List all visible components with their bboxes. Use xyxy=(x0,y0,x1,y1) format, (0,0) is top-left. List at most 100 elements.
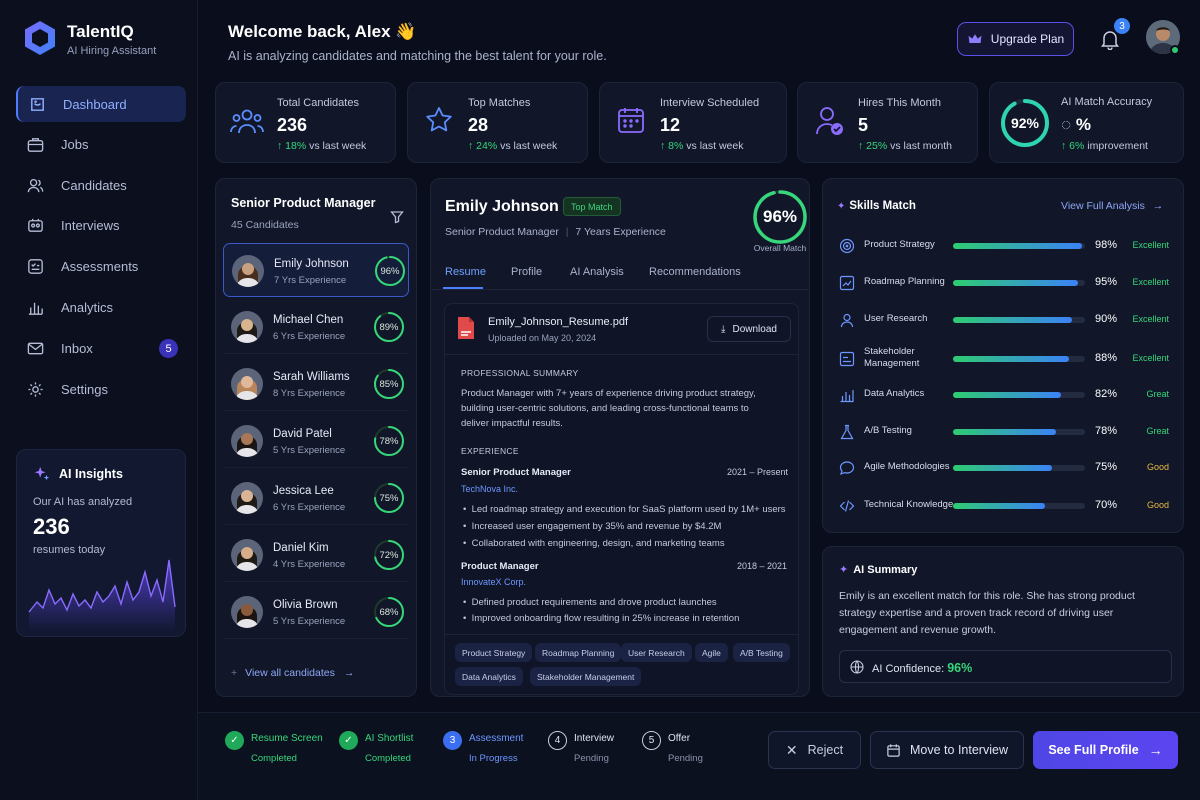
skill-rating: Great xyxy=(1146,389,1169,399)
stat-delta: ↑ 18% vs last week xyxy=(277,140,366,152)
tab-ai-analysis[interactable]: AI Analysis xyxy=(570,266,624,278)
candidate-row[interactable]: Emily Johnson 7 Yrs Experience 96% xyxy=(223,243,409,297)
nav-label: Assessments xyxy=(61,258,139,274)
tab-resume[interactable]: Resume xyxy=(445,266,486,278)
overall-match-label: Overall Match xyxy=(753,243,807,253)
view-full-analysis-label: View Full Analysis xyxy=(1061,200,1145,212)
view-all-label: View all candidates xyxy=(245,667,335,679)
skill-bar-fill xyxy=(953,356,1070,362)
delta-period: improvement xyxy=(1087,140,1148,152)
stat-card-accuracy: 92% AI Match Accuracy ◌ % ↑ 6% improveme… xyxy=(989,82,1184,163)
brand-tagline: AI Hiring Assistant xyxy=(67,45,157,57)
skill-bar-fill xyxy=(953,280,1079,286)
job-2-bullet: • Improved onboarding flow resulting in … xyxy=(463,613,740,624)
view-all-candidates-link[interactable]: + View all candidates → xyxy=(231,667,354,679)
nav-dashboard[interactable]: Dashboard xyxy=(16,86,186,122)
candidate-experience: 6 Yrs Experience xyxy=(273,331,346,342)
up-arrow-icon: ↑ xyxy=(1061,140,1070,152)
summary-heading: PROFESSIONAL SUMMARY xyxy=(461,368,579,378)
skill-row: A/B Testing 78% Great xyxy=(839,417,1169,447)
skill-rating: Good xyxy=(1146,500,1169,510)
step-indicator: 5 xyxy=(642,731,661,750)
nav-analytics[interactable]: Analytics xyxy=(16,289,186,325)
candidate-row[interactable]: David Patel 5 Yrs Experience 78% xyxy=(223,414,409,468)
skill-bar-track xyxy=(953,429,1085,435)
stat-value: 5 xyxy=(858,115,869,135)
logo-icon xyxy=(25,21,55,55)
upgrade-plan-button[interactable]: Upgrade Plan xyxy=(957,22,1074,56)
accuracy-ring-value: 92% xyxy=(1010,115,1040,131)
candidate-experience: 5 Yrs Experience xyxy=(273,445,346,456)
stat-delta: ↑ 25% vs last month xyxy=(858,140,952,152)
candidate-name: Emily Johnson xyxy=(445,198,559,215)
briefcase-icon xyxy=(27,137,44,152)
online-indicator xyxy=(1170,45,1180,55)
filter-icon[interactable] xyxy=(390,210,404,224)
stat-label: Interview Scheduled xyxy=(660,97,760,109)
candidate-row[interactable]: Olivia Brown 5 Yrs Experience 68% xyxy=(223,585,409,639)
skill-rating: Excellent xyxy=(1132,353,1169,363)
delta-period: vs last week xyxy=(686,140,744,152)
candidate-name: Sarah Williams xyxy=(273,371,350,383)
reject-label: Reject xyxy=(807,743,844,757)
nav-assessments[interactable]: Assessments xyxy=(16,248,186,284)
see-full-profile-button[interactable]: See Full Profile → xyxy=(1033,731,1178,769)
move-to-interview-button[interactable]: Move to Interview xyxy=(870,731,1024,769)
delta-period: vs last week xyxy=(309,140,367,152)
skill-percent: 98% xyxy=(1095,239,1118,251)
delta-period: vs last month xyxy=(890,140,952,152)
skill-row: Data Analytics 82% Great xyxy=(839,380,1169,410)
skill-tag: A/B Testing xyxy=(733,643,790,662)
reject-button[interactable]: ✕ Reject xyxy=(768,731,861,769)
tab-profile[interactable]: Profile xyxy=(511,266,543,278)
candidate-row[interactable]: Sarah Williams 8 Yrs Experience 85% xyxy=(223,357,409,411)
brand-name: TalentIQ xyxy=(67,22,134,41)
nav-inbox[interactable]: Inbox 5 xyxy=(16,330,186,366)
score-ring xyxy=(374,483,404,513)
sidebar: TalentIQ AI Hiring Assistant Dashboard J… xyxy=(0,0,198,800)
job-2-company: InnovateX Corp. xyxy=(461,577,527,587)
candidate-score: 78% xyxy=(379,435,399,447)
insights-value: 236 xyxy=(33,514,70,539)
skill-bar-track xyxy=(953,243,1085,249)
skill-name: Technical Knowledge xyxy=(864,499,954,510)
stat-label: Hires This Month xyxy=(858,97,941,109)
view-full-analysis-link[interactable]: View Full Analysis → xyxy=(1061,200,1163,212)
skill-row: Agile Methodologies 75% Good xyxy=(839,453,1169,483)
step-name: Interview xyxy=(574,733,615,744)
candidate-row[interactable]: Michael Chen 6 Yrs Experience 89% xyxy=(223,300,409,354)
nav-label: Dashboard xyxy=(63,96,127,112)
skill-bar-fill xyxy=(953,392,1062,398)
candidate-name: Michael Chen xyxy=(273,314,344,326)
step-status: Pending xyxy=(574,753,609,764)
skill-percent: 90% xyxy=(1095,313,1118,325)
skill-tag: Product Strategy xyxy=(455,643,533,662)
score-ring-fill xyxy=(375,256,405,286)
nav-jobs[interactable]: Jobs xyxy=(16,126,186,162)
candidate-score: 85% xyxy=(379,378,399,390)
up-arrow-icon: ↑ xyxy=(858,140,867,152)
tab-recommendations[interactable]: Recommendations xyxy=(649,266,741,278)
skills-title: ✦ Skills Match xyxy=(837,200,916,212)
candidate-row[interactable]: Daniel Kim 4 Yrs Experience 72% xyxy=(223,528,409,582)
user-icon xyxy=(840,313,854,328)
nav-label: Candidates xyxy=(61,177,127,193)
stat-delta: ↑ 24% vs last week xyxy=(468,140,557,152)
nav-label: Interviews xyxy=(61,217,120,233)
skill-bar-fill xyxy=(953,503,1046,509)
nav-candidates[interactable]: Candidates xyxy=(16,167,186,203)
skill-row: Roadmap Planning 95% Excellent xyxy=(839,268,1169,298)
download-button[interactable]: ⤓ Download xyxy=(707,316,791,342)
skill-row: Product Strategy 98% Excellent xyxy=(839,231,1169,261)
step-status: In Progress xyxy=(469,753,518,764)
step-indicator: 4 xyxy=(548,731,567,750)
bell-icon[interactable] xyxy=(1100,28,1120,50)
candidate-name: Daniel Kim xyxy=(273,542,329,554)
candidate-row[interactable]: Jessica Lee 6 Yrs Experience 75% xyxy=(223,471,409,525)
skill-bar-track xyxy=(953,356,1085,362)
stat-label: Top Matches xyxy=(468,97,531,109)
nav-settings[interactable]: Settings xyxy=(16,371,186,407)
step-name: Offer xyxy=(668,733,691,744)
job-1-dates: 2021 – Present xyxy=(727,467,789,477)
nav-interviews[interactable]: Interviews xyxy=(16,207,186,243)
